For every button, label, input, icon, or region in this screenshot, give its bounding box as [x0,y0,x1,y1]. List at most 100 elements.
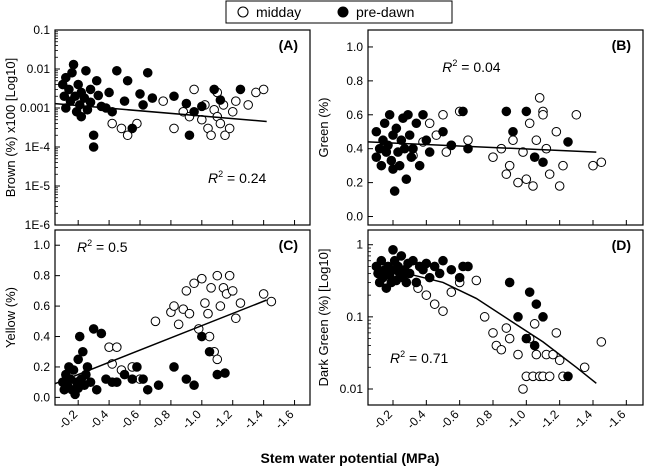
point-pre-dawn [93,90,104,101]
point-midday [243,100,253,110]
legend-marker-midday [237,6,249,18]
legend-label-pre-dawn: pre-dawn [356,4,414,20]
point-midday [429,299,440,309]
point-pre-dawn [88,324,99,334]
point-pre-dawn [112,65,122,76]
point-pre-dawn [147,93,158,103]
point-midday [541,143,552,154]
x-tick-label: -0.2 [56,407,81,432]
point-midday [504,160,515,171]
point-midday [558,160,568,171]
point-pre-dawn [91,384,102,395]
point-pre-dawn [135,89,145,99]
point-pre-dawn [458,106,468,117]
point-midday [112,342,122,352]
point-pre-dawn [424,147,435,157]
point-pre-dawn [85,84,96,95]
y-tick-label: 1E-5 [25,179,51,193]
point-pre-dawn [446,264,457,275]
point-midday [518,384,528,394]
point-pre-dawn [138,374,148,384]
point-midday [203,308,213,319]
point-midday [227,106,238,117]
point-pre-dawn [169,91,179,102]
point-pre-dawn [88,142,99,152]
point-pre-dawn [508,126,518,137]
point-pre-dawn [538,312,548,322]
point-midday [266,296,277,307]
point-midday [258,289,269,299]
point-midday [571,109,582,120]
point-midday [150,316,161,327]
point-pre-dawn [414,160,425,171]
x-tick-label: -0.2 [371,407,396,432]
point-pre-dawn [184,130,195,141]
y-tick-label: 1E-6 [25,218,51,232]
point-midday [534,93,545,103]
y-tick-label: 0.8 [33,269,50,283]
point-midday [513,177,523,188]
point-midday [421,290,432,300]
r-squared-label: R2 = 0.5 [77,238,128,255]
point-midday [438,109,448,120]
point-midday [518,147,528,157]
x-tick-label: -1.4 [571,407,596,432]
point-pre-dawn [153,380,164,391]
x-axis-label: Stem water potential (MPa) [261,450,440,466]
point-pre-dawn [394,160,405,171]
y-tick-label: 0.6 [346,108,363,122]
point-midday [488,328,498,338]
point-pre-dawn [521,333,532,344]
panel-label: (C) [279,237,298,253]
point-pre-dawn [209,84,219,95]
point-midday [224,123,235,134]
point-pre-dawn [142,67,153,78]
point-midday [235,298,246,308]
point-pre-dawn [371,126,382,137]
point-pre-dawn [235,84,246,95]
point-midday [200,298,210,308]
point-midday [524,118,535,129]
point-pre-dawn [96,328,107,339]
y-tick-label: 0.0 [346,210,363,224]
y-tick-label: 0.6 [33,299,50,313]
point-pre-dawn [68,365,79,375]
point-pre-dawn [85,97,96,108]
point-pre-dawn [418,109,428,120]
point-pre-dawn [127,374,138,384]
point-pre-dawn [59,91,70,102]
point-midday [227,286,238,296]
point-midday [544,371,555,382]
point-pre-dawn [78,346,88,357]
trend-line [54,299,267,385]
point-pre-dawn [376,160,387,171]
panel-label: (D) [612,237,631,253]
trend-line [367,141,597,153]
point-midday [528,181,538,191]
point-pre-dawn [169,362,179,372]
point-pre-dawn [411,118,422,129]
point-pre-dawn [421,258,432,269]
x-tick-label: -1.2 [537,407,562,432]
point-pre-dawn [91,75,102,86]
point-pre-dawn [189,380,199,391]
point-midday [122,130,133,141]
point-pre-dawn [122,75,133,86]
point-midday [588,160,598,171]
point-pre-dawn [421,135,432,146]
point-pre-dawn [438,255,448,266]
point-pre-dawn [403,109,413,120]
point-pre-dawn [399,143,410,154]
y-tick-label: 0.4 [33,330,50,344]
point-pre-dawn [501,106,512,117]
point-midday [529,319,540,329]
plot-frame [367,29,644,226]
point-pre-dawn [438,126,448,137]
r-squared-label: R2 = 0.04 [442,58,501,75]
point-pre-dawn [429,261,440,272]
point-midday [215,301,226,311]
point-pre-dawn [127,123,138,134]
point-midday [554,181,565,191]
legend-marker-pre-dawn [337,6,349,18]
point-pre-dawn [389,186,400,196]
